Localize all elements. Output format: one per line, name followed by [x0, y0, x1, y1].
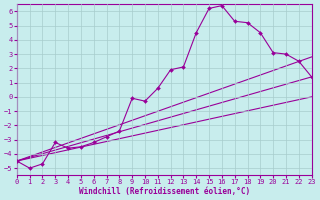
- X-axis label: Windchill (Refroidissement éolien,°C): Windchill (Refroidissement éolien,°C): [79, 187, 250, 196]
